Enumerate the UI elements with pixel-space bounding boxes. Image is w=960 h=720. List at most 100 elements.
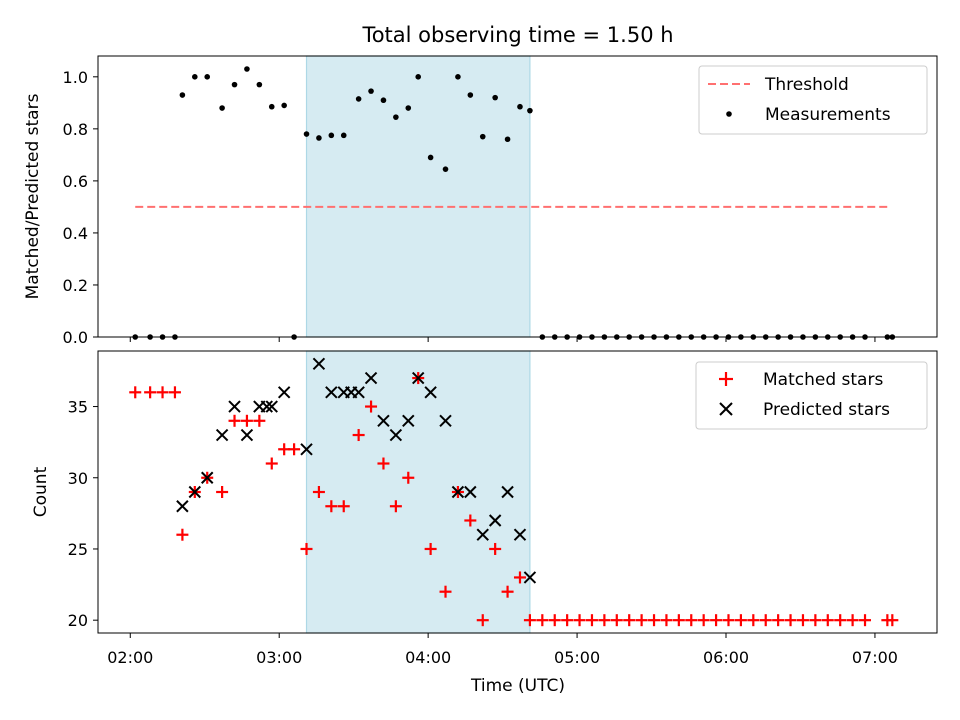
matched-star-marker — [176, 528, 189, 541]
matched-star-marker — [144, 386, 157, 399]
y-tick-label: 0.8 — [63, 120, 88, 139]
x-axis-label: Time (UTC) — [470, 676, 565, 696]
matched-star-marker — [265, 457, 278, 470]
predicted-star-marker — [240, 428, 254, 442]
measurement-point — [192, 74, 198, 80]
measurement-point — [467, 92, 474, 98]
bottom-axes-frame — [97, 350, 938, 634]
predicted-star-marker — [501, 485, 514, 499]
matched-star-marker — [648, 614, 661, 627]
matched-star-marker — [759, 614, 772, 627]
matched-star-marker — [697, 614, 710, 627]
matched-star-marker — [216, 486, 229, 498]
matched-star-marker — [325, 500, 338, 513]
predicted-star-marker — [265, 400, 278, 413]
measurements-legend-marker — [726, 111, 732, 117]
x-tick-label: 07:00 — [852, 648, 898, 667]
y-tick-label: 1.0 — [63, 68, 88, 87]
measurement-point — [281, 102, 287, 109]
matched-star-marker — [377, 457, 390, 470]
matched-star-marker — [156, 386, 169, 399]
matched-star-marker — [660, 614, 673, 627]
matched-star-marker — [129, 386, 142, 399]
matched-star-marker — [747, 614, 760, 627]
predicted-star-marker — [228, 400, 241, 413]
predicted-star-marker — [412, 371, 425, 385]
predicted-star-marker — [476, 528, 489, 541]
matched-star-marker — [809, 614, 822, 627]
matched-star-marker — [672, 614, 685, 627]
predicted-star-marker — [312, 357, 326, 371]
top-series-layer — [132, 66, 896, 340]
matched-star-marker — [685, 614, 698, 627]
matched-star-marker — [834, 614, 847, 627]
top-y-axis: 0.0 0.2 0.4 0.6 0.8 1.0 — [63, 68, 98, 347]
measurement-point — [340, 132, 347, 139]
top-y-axis-label: Matched/Predicted stars — [23, 93, 43, 299]
chart-title: Total observing time = 1.50 h — [361, 23, 673, 47]
bottom-y-axis: 20 25 30 35 — [68, 398, 98, 630]
predicted-star-marker — [260, 400, 274, 413]
matched-star-marker — [501, 585, 514, 598]
predicted-star-marker — [188, 485, 202, 499]
predicted-star-marker — [300, 443, 313, 456]
measurement-point — [504, 136, 511, 143]
predicted-star-marker — [277, 386, 291, 399]
measurement-point — [231, 81, 238, 88]
matched-star-marker — [722, 614, 735, 627]
bottom-legend-box — [695, 361, 928, 430]
measurement-point — [204, 74, 211, 80]
matched-star-marker — [253, 414, 266, 427]
measurement-point — [219, 105, 225, 111]
measurement-point — [244, 66, 250, 72]
matched-star-marker — [389, 500, 402, 513]
bottom-x-axis: 02:00 03:00 04:00 05:00 06:00 07:00 — [107, 633, 898, 667]
measurement-point — [492, 94, 498, 101]
predicted-star-marker — [523, 571, 537, 584]
matched-stars-legend-label: Matched stars — [763, 370, 883, 390]
matched-star-marker — [821, 614, 834, 627]
predicted-star-marker — [513, 528, 527, 541]
bottom-y-axis-label: Count — [31, 466, 51, 517]
measurement-point — [442, 166, 449, 172]
matched-star-marker — [439, 585, 452, 598]
predicted-star-marker — [201, 471, 214, 484]
matched-star-marker — [168, 386, 181, 399]
top-legend: Threshold Measurements — [698, 65, 928, 135]
matched-star-marker — [846, 614, 859, 627]
matched-star-marker — [585, 614, 598, 627]
matched-star-marker — [710, 614, 723, 627]
matched-star-marker — [548, 614, 561, 627]
x-tick-label: 05:00 — [554, 648, 600, 667]
matched-star-marker — [635, 614, 648, 627]
threshold-legend-label: Threshold — [764, 75, 849, 95]
predicted-star-marker — [402, 414, 415, 427]
x-tick-label: 02:00 — [107, 648, 153, 667]
observing-interval-shade — [305, 350, 531, 634]
measurement-point — [355, 96, 362, 102]
y-tick-label: 0.4 — [63, 224, 88, 243]
matched-star-marker — [734, 614, 747, 627]
matched-star-marker — [610, 614, 623, 627]
matched-star-marker — [561, 614, 574, 627]
observing-interval-shade — [305, 55, 531, 338]
predicted-star-marker — [389, 428, 403, 442]
matched-star-marker — [240, 414, 253, 427]
x-tick-label: 04:00 — [405, 648, 451, 667]
measurement-point — [303, 131, 310, 137]
y-tick-label: 30 — [68, 469, 88, 488]
y-tick-label: 0.2 — [63, 276, 88, 295]
predicted-star-marker — [176, 500, 189, 513]
bottom-series-layer — [129, 357, 899, 627]
measurement-point — [479, 133, 486, 140]
measurement-point — [179, 92, 186, 98]
matched-star-marker — [784, 614, 797, 627]
predicted-star-marker — [464, 485, 477, 499]
predicted-star-marker — [488, 514, 502, 527]
matched-star-marker — [598, 614, 611, 627]
measurements-legend-label: Measurements — [765, 105, 891, 125]
y-tick-label: 0.6 — [63, 172, 88, 191]
bottom-legend: Matched stars Predicted stars — [695, 361, 928, 430]
